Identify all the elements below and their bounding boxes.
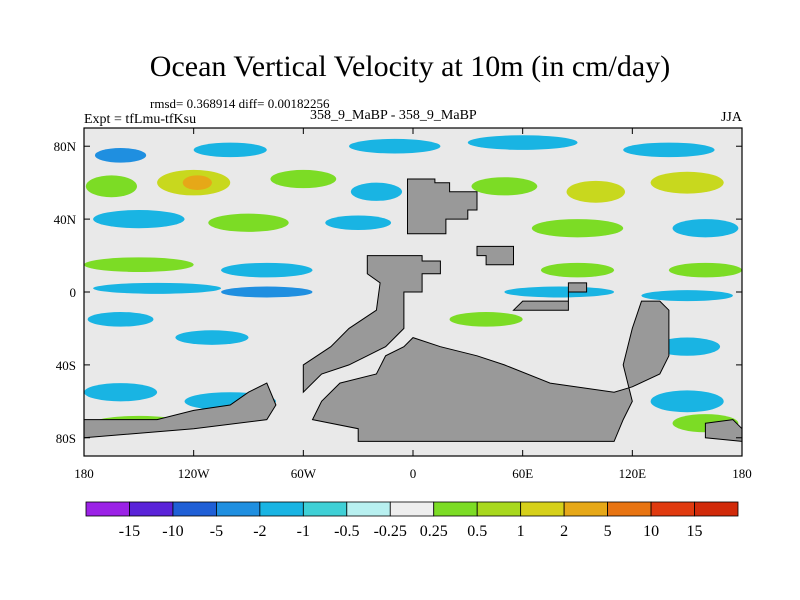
velocity-patch: [94, 148, 147, 163]
land-mask: [84, 178, 742, 442]
land-region: [311, 300, 670, 442]
x-tick-label: 180: [74, 466, 94, 481]
velocity-patch: [93, 210, 185, 229]
velocity-patch: [654, 337, 721, 356]
colorbar-label: 0.5: [467, 523, 487, 540]
colorbar-swatch: [302, 501, 348, 517]
colorbar-swatch: [607, 501, 652, 517]
land-region: [704, 419, 742, 442]
velocity-patch: [85, 175, 138, 198]
colorbar-swatch: [563, 501, 609, 517]
colorbar-swatch: [346, 501, 391, 517]
velocity-patch: [93, 282, 222, 294]
velocity-patch: [641, 290, 733, 302]
y-tick-label: 80S: [56, 431, 76, 446]
colorbar-swatch: [433, 501, 478, 517]
x-tick-label: 60E: [512, 466, 533, 481]
colorbar-label: 5: [604, 523, 612, 540]
colorbar-label: -5: [210, 523, 223, 540]
velocity-patch: [175, 330, 249, 345]
x-tick-label: 60W: [291, 466, 317, 481]
velocity-patch: [566, 180, 626, 203]
colorbar-label: 0.25: [420, 523, 448, 540]
velocity-patch: [84, 257, 194, 272]
velocity-patch: [471, 177, 538, 196]
colorbar-swatch: [259, 501, 304, 517]
land-region: [302, 255, 441, 394]
velocity-patch: [349, 138, 441, 154]
colorbar-label: -15: [119, 523, 140, 540]
velocity-patch: [650, 390, 724, 413]
colorbar-swatch: [172, 501, 217, 517]
velocity-patch: [650, 171, 724, 194]
velocity-patch: [87, 312, 154, 327]
experiment-label: Expt = tfLmu-tfKsu: [84, 112, 197, 127]
colorbar-label: 2: [560, 523, 568, 540]
colorbar-swatch: [650, 501, 695, 517]
velocity-patch: [208, 213, 289, 232]
x-tick-label: 120W: [178, 466, 211, 481]
colorbar-label: 1: [517, 523, 525, 540]
land-region: [407, 178, 478, 235]
velocity-patch: [325, 215, 392, 231]
y-tick-label: 0: [70, 285, 77, 300]
x-tick-label: 180: [732, 466, 752, 481]
land-region: [476, 245, 514, 266]
colorbar-label: -2: [253, 523, 266, 540]
velocity-patch: [540, 262, 615, 278]
colorbar: -15 -10 -5 -2 -1 -0.5 -0.25 0.25 0.5 1 2 5 10 15: [85, 501, 739, 540]
colorbar-label: -0.25: [374, 523, 407, 540]
y-tick-label: 40S: [56, 358, 76, 373]
colorbar-label: 15: [687, 523, 703, 540]
velocity-patch: [467, 135, 578, 150]
velocity-patch: [182, 175, 212, 190]
y-tick-label: 80N: [54, 139, 77, 154]
colorbar-swatch: [85, 501, 130, 517]
stats-label: rmsd= 0.368914 diff= 0.00182256: [150, 96, 330, 111]
velocity-patch: [350, 182, 403, 201]
land-region: [512, 282, 588, 311]
velocity-patch: [193, 142, 267, 158]
colorbar-swatch: [520, 501, 565, 517]
colorbar-swatch: [215, 501, 261, 517]
velocity-patch: [449, 312, 523, 327]
colorbar-label: -10: [162, 523, 183, 540]
season-label: JJA: [720, 110, 742, 125]
colorbar-swatch: [129, 501, 174, 517]
velocity-patch: [668, 262, 742, 278]
velocity-patch: [221, 286, 313, 298]
velocity-patch: [221, 262, 313, 278]
comparison-label: 358_9_MaBP - 358_9_MaBP: [310, 108, 477, 123]
x-tick-label: 0: [410, 466, 417, 481]
velocity-patch: [672, 219, 739, 238]
colorbar-swatch: [476, 501, 522, 517]
land-region: [84, 382, 277, 439]
velocity-patch: [270, 169, 337, 189]
velocity-patch: [623, 142, 715, 158]
axes: 180 120W 60W 0 60E 120E 180 80N 40N 0 40S 80S: [54, 128, 752, 481]
colorbar-label: -1: [297, 523, 310, 540]
x-tick-label: 120E: [619, 466, 647, 481]
velocity-patch: [531, 219, 624, 238]
chart-title: Ocean Vertical Velocity at 10m (in cm/da…: [149, 50, 671, 83]
velocity-patch: [504, 286, 615, 298]
velocity-patch: [84, 383, 158, 402]
colorbar-swatch: [389, 501, 435, 517]
y-tick-label: 40N: [54, 212, 77, 227]
colorbar-swatch: [694, 501, 739, 517]
colorbar-label: -0.5: [334, 523, 359, 540]
colorbar-label: 10: [643, 523, 659, 540]
